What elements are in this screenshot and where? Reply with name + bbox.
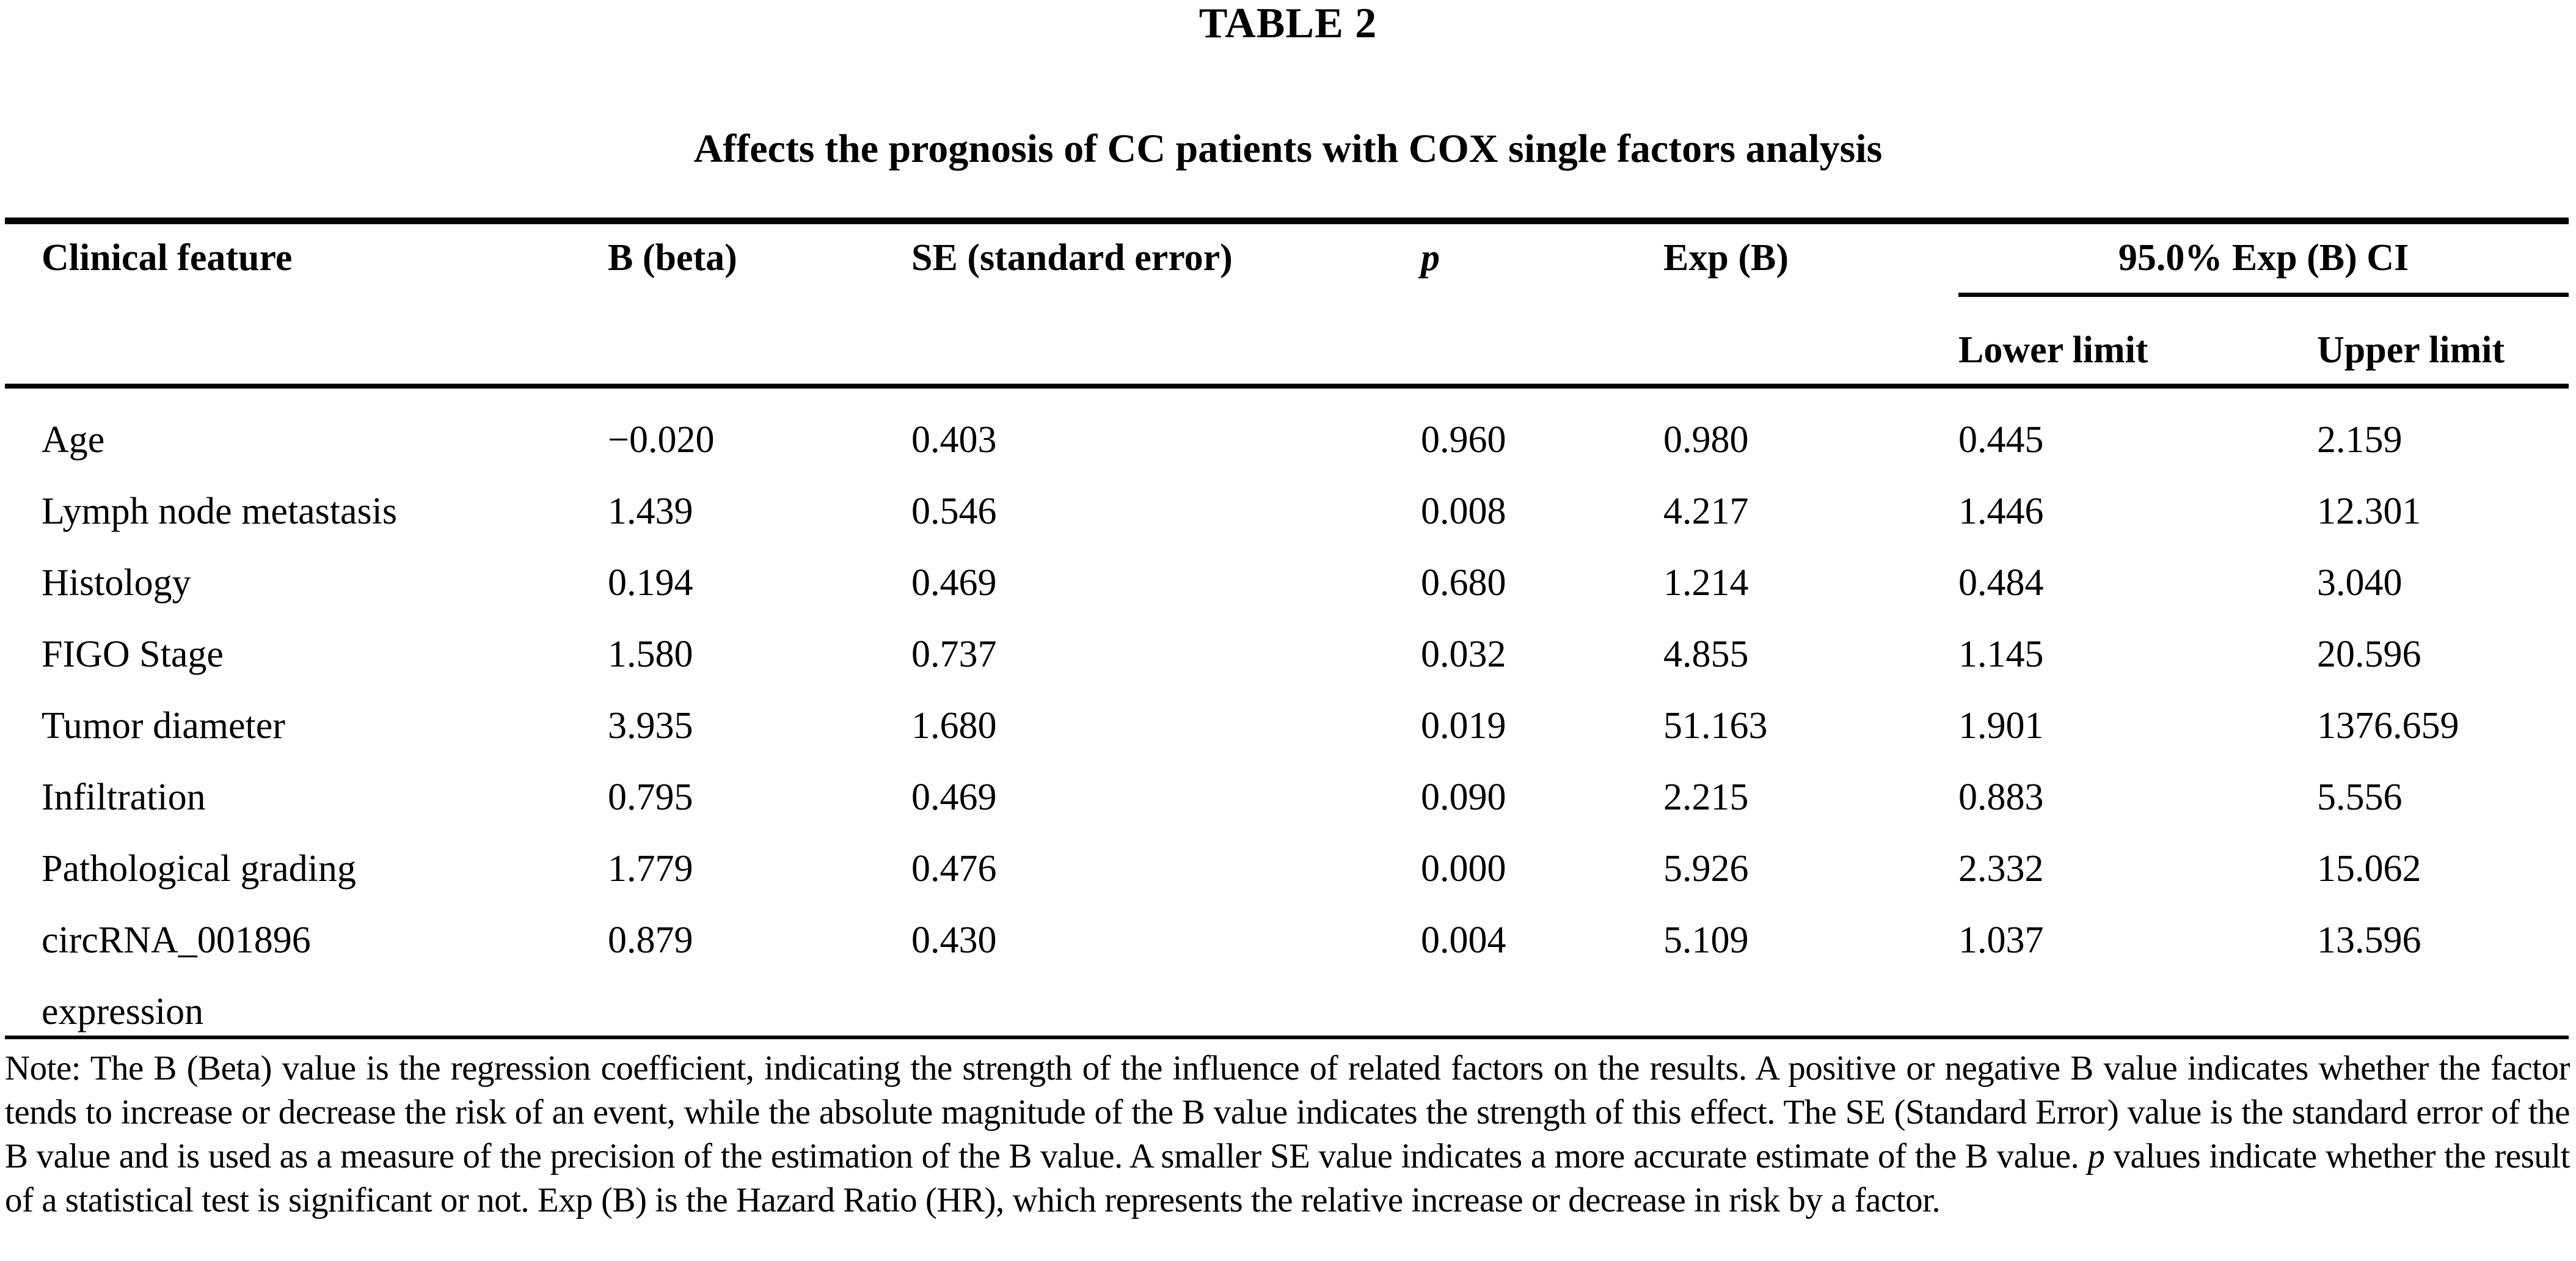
cell-feature: circRNA_001896 expression <box>5 889 608 1037</box>
cell-b: 0.879 <box>608 919 693 961</box>
table-caption: Affects the prognosis of CC patients wit… <box>693 126 1883 171</box>
cell-se: 0.737 <box>911 634 997 675</box>
cell-feature-line2: expression <box>42 991 204 1033</box>
table-row: Pathological grading 1.779 0.476 0.000 5… <box>5 817 2569 889</box>
cell-b: 0.795 <box>608 777 693 818</box>
table-row: Infiltration 0.795 0.469 0.090 2.215 0.8… <box>5 746 2569 817</box>
note-p-symbol: p <box>2087 1137 2105 1175</box>
cell-b: 1.580 <box>608 634 693 675</box>
cell-exp-b: 1.214 <box>1663 562 1749 604</box>
cell-se: 0.469 <box>911 562 997 604</box>
table-header: Clinical feature B (beta) SE (standard e… <box>5 221 2569 389</box>
cell-ci-upper: 3.040 <box>2317 562 2403 604</box>
cell-b: 1.439 <box>608 491 693 532</box>
col-header-clinical-feature: Clinical feature <box>5 221 608 389</box>
cell-p: 0.004 <box>1421 919 1506 961</box>
table-label: TABLE 2 <box>1199 0 1377 47</box>
table-row: circRNA_001896 expression 0.879 0.430 0.… <box>5 889 2569 1037</box>
note-text-part2: values indicate whether the result of a … <box>5 1137 2570 1219</box>
cell-se: 0.430 <box>911 919 997 961</box>
cell-ci-upper: 15.062 <box>2317 848 2421 890</box>
cell-ci-lower: 0.445 <box>1958 419 2044 461</box>
col-header-ci-lower: Lower limit <box>1958 294 2317 389</box>
cell-feature: Lymph node metastasis <box>42 491 398 532</box>
cell-p: 0.008 <box>1421 491 1506 532</box>
cell-ci-lower: 0.883 <box>1958 777 2044 818</box>
cell-ci-upper: 20.596 <box>2317 634 2421 675</box>
col-header-ci-group: 95.0% Exp (B) CI <box>1958 221 2569 297</box>
col-header-se: SE (standard error) <box>911 221 1421 389</box>
table-row: Lymph node metastasis 1.439 0.546 0.008 … <box>5 460 2569 532</box>
cell-p: 0.960 <box>1421 419 1506 461</box>
col-header-p-value: p <box>1421 221 1663 389</box>
cell-ci-lower: 0.484 <box>1958 562 2044 604</box>
cell-exp-b: 5.926 <box>1663 848 1749 890</box>
cell-p: 0.680 <box>1421 562 1506 604</box>
cell-ci-lower: 1.037 <box>1958 919 2044 961</box>
cell-ci-upper: 1376.659 <box>2317 705 2459 747</box>
cell-p: 0.019 <box>1421 705 1506 747</box>
cell-feature: FIGO Stage <box>42 634 224 675</box>
cell-feature: Pathological grading <box>42 848 356 890</box>
cell-feature: Infiltration <box>42 777 206 818</box>
col-header-b-beta: B (beta) <box>608 221 911 389</box>
table-row: Tumor diameter 3.935 1.680 0.019 51.163 … <box>5 674 2569 746</box>
cell-b: 1.779 <box>608 848 693 890</box>
col-header-exp-b: Exp (B) <box>1663 221 1958 389</box>
cell-exp-b: 5.109 <box>1663 919 1749 961</box>
cox-single-factor-table: Clinical feature B (beta) SE (standard e… <box>5 217 2569 1039</box>
cell-ci-upper: 13.596 <box>2317 919 2421 961</box>
cell-ci-upper: 12.301 <box>2317 491 2421 532</box>
cell-p: 0.000 <box>1421 848 1506 890</box>
cell-ci-lower: 1.446 <box>1958 491 2044 532</box>
cell-b: 3.935 <box>608 705 693 747</box>
table-note: Note: The B (Beta) value is the regressi… <box>5 1047 2571 1223</box>
cell-feature: Age <box>42 419 105 461</box>
cell-exp-b: 0.980 <box>1663 419 1749 461</box>
header-row-main: Clinical feature B (beta) SE (standard e… <box>5 221 2569 389</box>
cell-se: 1.680 <box>911 705 997 747</box>
table-row: FIGO Stage 1.580 0.737 0.032 4.855 1.145… <box>5 603 2569 674</box>
cell-feature: Tumor diameter <box>42 705 285 747</box>
cell-se: 0.476 <box>911 848 997 890</box>
note-text-part1: Note: The B (Beta) value is the regressi… <box>5 1049 2571 1175</box>
col-header-ci-upper: Upper limit <box>2317 294 2569 389</box>
cell-feature-line1: circRNA_001896 <box>42 919 311 961</box>
cell-se: 0.403 <box>911 419 997 461</box>
cell-ci-lower: 2.332 <box>1958 848 2044 890</box>
cell-exp-b: 4.855 <box>1663 634 1749 675</box>
cell-exp-b: 2.215 <box>1663 777 1749 818</box>
table-row: Histology 0.194 0.469 0.680 1.214 0.484 … <box>5 532 2569 603</box>
cell-se: 0.546 <box>911 491 997 532</box>
cell-p: 0.090 <box>1421 777 1506 818</box>
cell-feature: Histology <box>42 562 191 604</box>
cell-se: 0.469 <box>911 777 997 818</box>
cell-ci-lower: 1.145 <box>1958 634 2044 675</box>
cell-exp-b: 51.163 <box>1663 705 1768 747</box>
cell-b: 0.194 <box>608 562 693 604</box>
cell-b: −0.020 <box>608 419 715 461</box>
cell-exp-b: 4.217 <box>1663 491 1749 532</box>
cell-ci-upper: 5.556 <box>2317 777 2403 818</box>
cell-ci-upper: 2.159 <box>2317 419 2403 461</box>
table-body: Age −0.020 0.403 0.960 0.980 0.445 2.159… <box>5 386 2569 1037</box>
table-row: Age −0.020 0.403 0.960 0.980 0.445 2.159 <box>5 386 2569 460</box>
header-row-ci-sub: Lower limit Upper limit <box>5 294 2569 389</box>
cell-p: 0.032 <box>1421 634 1506 675</box>
cell-ci-lower: 1.901 <box>1958 705 2044 747</box>
